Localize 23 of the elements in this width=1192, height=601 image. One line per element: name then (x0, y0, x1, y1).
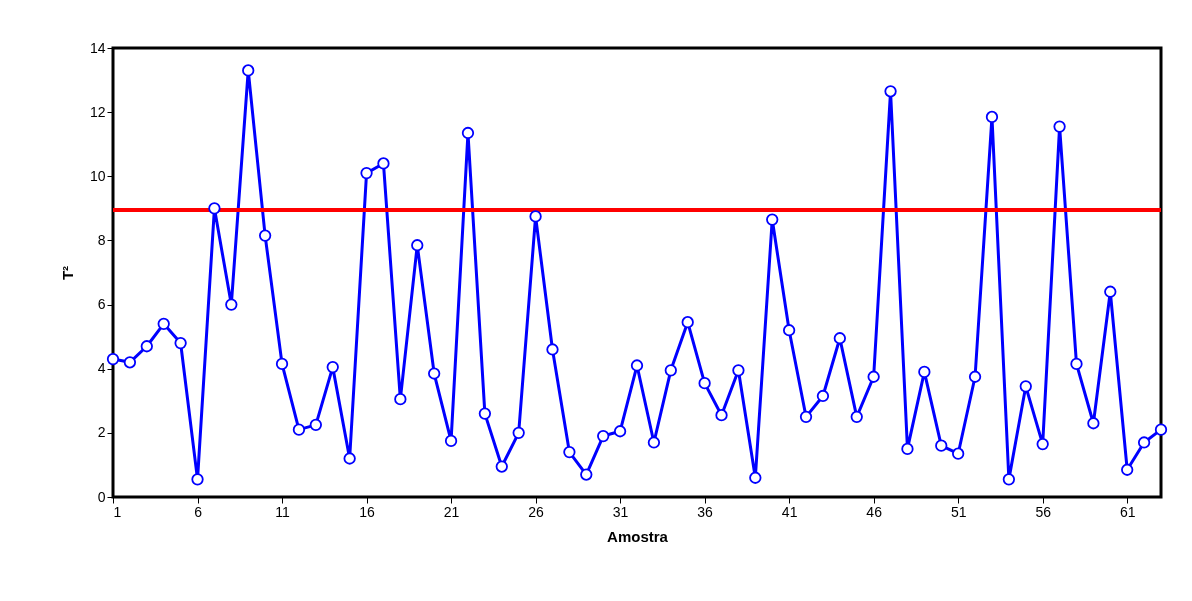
y-tick-label: 14 (89, 39, 106, 56)
x-tick-label: 36 (697, 503, 714, 520)
y-tick-label: 0 (97, 488, 106, 505)
x-tick-label: 31 (612, 503, 629, 520)
x-tick-label: 61 (1119, 503, 1136, 520)
y-tick-label: 2 (97, 424, 106, 441)
y-tick-label: 6 (97, 296, 106, 313)
x-tick-label: 26 (528, 503, 545, 520)
y-tick-label: 10 (89, 167, 106, 184)
y-tick-label: 4 (97, 360, 106, 377)
x-tick-label: 56 (1035, 503, 1052, 520)
x-tick-label: 1 (113, 503, 122, 520)
x-tick-label: 6 (194, 503, 203, 520)
y-tick-label: 8 (97, 231, 106, 248)
x-tick-label: 51 (950, 503, 967, 520)
x-axis-title: Amostra (607, 527, 669, 545)
y-tick-label: 12 (89, 103, 106, 120)
x-tick-label: 16 (359, 503, 376, 520)
x-tick-label: 46 (866, 503, 883, 520)
x-tick-label: 21 (443, 503, 460, 520)
x-tick-label: 11 (275, 503, 291, 520)
x-tick-label: 41 (781, 503, 798, 520)
y-axis-title: T² (58, 265, 76, 281)
